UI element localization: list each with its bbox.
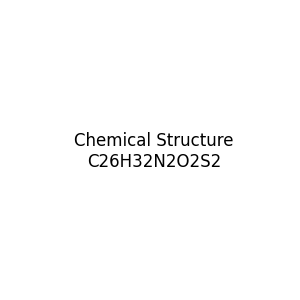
Text: Chemical Structure
C26H32N2O2S2: Chemical Structure C26H32N2O2S2 — [74, 132, 233, 171]
